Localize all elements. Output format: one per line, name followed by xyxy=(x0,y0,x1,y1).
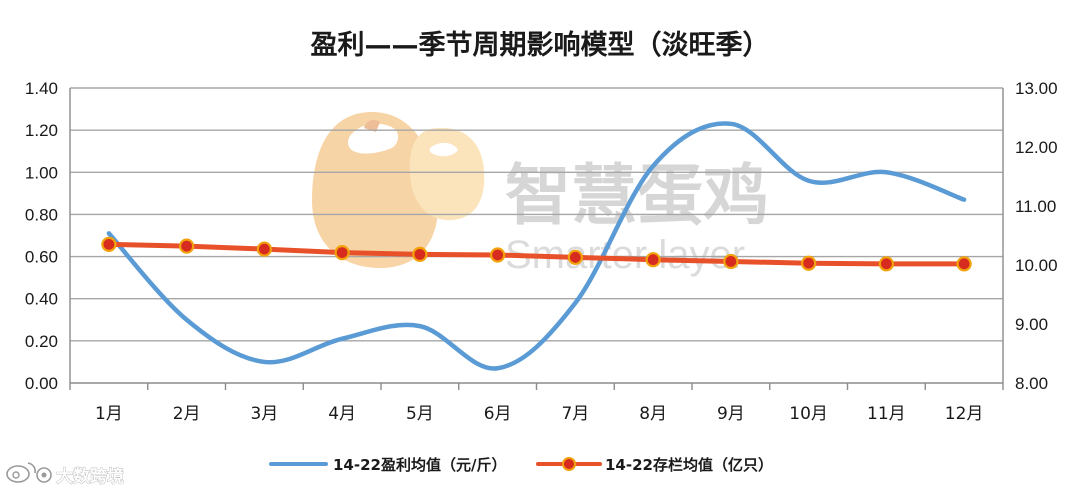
y-right-tick-label: 10.00 xyxy=(1015,256,1058,275)
data-point-1 xyxy=(567,249,583,265)
footer-brand-text: 大数跨境 xyxy=(56,466,124,487)
series-line-0 xyxy=(106,121,967,371)
x-tick-label: 11月 xyxy=(867,404,906,424)
data-point-1 xyxy=(878,256,894,272)
weibo-logo-icon xyxy=(6,462,36,483)
x-tick-label: 2月 xyxy=(173,404,201,424)
data-point-1 xyxy=(645,252,661,268)
data-point-1 xyxy=(956,256,972,272)
y-left-tick-label: 0.20 xyxy=(25,332,58,351)
x-tick-label: 12月 xyxy=(945,404,984,424)
y-left-tick-label: 0.00 xyxy=(25,374,58,393)
x-axis: 1月 2月 3月 4月 5月 6月 7月 8月 9月 10月 11月 12月 xyxy=(95,404,983,424)
legend-item-stock: 14-22存栏均值（亿只） xyxy=(536,456,773,474)
y-left-tick-label: 0.40 xyxy=(25,290,58,309)
x-tick-label: 3月 xyxy=(250,404,278,424)
data-point-1 xyxy=(412,246,428,262)
data-point-1 xyxy=(801,255,817,271)
y-right-tick-label: 13.00 xyxy=(1015,79,1058,98)
y-left-tick-label: 0.60 xyxy=(25,248,58,267)
axes xyxy=(69,88,1004,390)
watermark-logo-icon xyxy=(312,112,485,268)
y-right-tick-label: 8.00 xyxy=(1015,374,1048,393)
x-tick-label: 7月 xyxy=(561,404,589,424)
legend-marker-stock xyxy=(562,457,576,471)
gridlines xyxy=(70,87,1003,342)
x-tick-label: 9月 xyxy=(717,404,745,424)
data-point-1 xyxy=(334,245,350,261)
y-left-tick-label: 1.20 xyxy=(25,121,58,140)
y-right-tick-label: 11.00 xyxy=(1015,197,1056,216)
x-tick-label: 8月 xyxy=(639,404,667,424)
data-point-1 xyxy=(101,236,117,252)
legend-label-stock: 14-22存栏均值（亿只） xyxy=(605,456,773,474)
x-tick-label: 6月 xyxy=(484,404,512,424)
brand-logo-icon xyxy=(36,467,52,483)
series-line-1 xyxy=(106,241,967,267)
watermark-cn: 智慧蛋鸡 xyxy=(505,157,769,234)
legend: 14-22盈利均值（元/斤） 14-22存栏均值（亿只） xyxy=(269,456,773,474)
series-layer xyxy=(101,121,972,371)
y-right-tick-label: 9.00 xyxy=(1015,315,1048,334)
y-right-tick-label: 12.00 xyxy=(1015,138,1058,157)
y-left-tick-label: 1.00 xyxy=(25,163,58,182)
y-left-tick-label: 0.80 xyxy=(25,205,58,224)
legend-label-profit: 14-22盈利均值（元/斤） xyxy=(333,456,506,474)
data-point-1 xyxy=(179,238,195,254)
y-axis-right: 8.00 9.00 10.00 11.00 12.00 13.00 xyxy=(1015,79,1058,393)
x-tick-label: 5月 xyxy=(406,404,434,424)
x-tick-label: 1月 xyxy=(95,404,123,424)
x-tick-label: 10月 xyxy=(789,404,828,424)
chart-title: 盈利——季节周期影响模型（淡旺季） xyxy=(311,29,770,61)
y-axis-left: 0.00 0.20 0.40 0.60 0.80 1.00 1.20 1.40 xyxy=(25,79,58,393)
watermark: 智慧蛋鸡 Smarter layer xyxy=(312,112,769,277)
x-tick-label: 4月 xyxy=(328,404,356,424)
footer-brand: 大数跨境 xyxy=(6,462,124,487)
legend-item-profit: 14-22盈利均值（元/斤） xyxy=(269,456,506,474)
data-point-1 xyxy=(256,241,272,257)
data-point-1 xyxy=(490,247,506,263)
data-point-1 xyxy=(723,253,739,270)
y-left-tick-label: 1.40 xyxy=(25,79,58,98)
